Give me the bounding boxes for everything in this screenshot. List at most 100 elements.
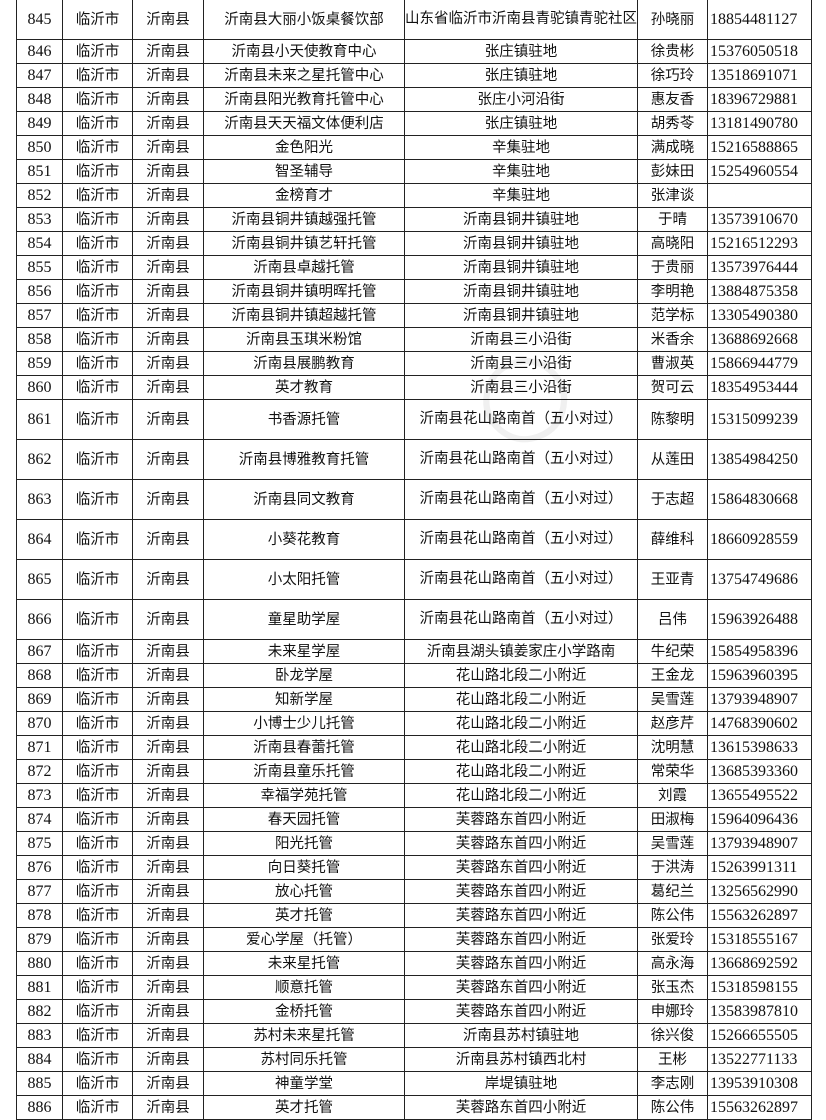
org-name-cell: 沂南县展鹏教育	[203, 351, 405, 376]
county-cell: 沂南县	[132, 183, 204, 208]
city-cell: 临沂市	[62, 63, 133, 88]
org-name-cell: 沂南县天天福文体便利店	[203, 111, 405, 136]
table-row: 874 临沂市 沂南县 春天园托管 芙蓉路东首四小附近 田淑梅 15964096436	[16, 807, 812, 832]
table-row: 853 临沂市 沂南县 沂南县铜井镇越强托管 沂南县铜井镇驻地 于晴 13573910670	[16, 207, 812, 232]
phone-cell: 13522771133	[707, 1047, 812, 1072]
address-cell: 花山路北段二小附近	[404, 711, 638, 736]
contact-cell: 常荣华	[637, 759, 708, 784]
table-row: 884 临沂市 沂南县 苏村同乐托管 沂南县苏村镇西北村 王彬 13522771133	[16, 1047, 812, 1072]
city-cell: 临沂市	[62, 687, 133, 712]
table-row: 850 临沂市 沂南县 金色阳光 辛集驻地 满成晓 15216588865	[16, 135, 812, 160]
org-name-cell: 沂南县阳光教育托管中心	[203, 87, 405, 112]
org-name-cell: 未来星学屋	[203, 639, 405, 664]
address-cell: 沂南县花山路南首（五小对过）	[404, 599, 638, 640]
table-row: 856 临沂市 沂南县 沂南县铜井镇明晖托管 沂南县铜井镇驻地 李明艳 1388487535…	[16, 279, 812, 304]
table-row: 869 临沂市 沂南县 知新学屋 花山路北段二小附近 吴雪莲 13793948907	[16, 687, 812, 712]
phone-cell: 13685393360	[707, 759, 812, 784]
table-row: 858 临沂市 沂南县 沂南县玉琪米粉馆 沂南县三小沿街 米香余 13688692668	[16, 327, 812, 352]
phone-cell: 15318555167	[707, 927, 812, 952]
org-name-cell: 放心托管	[203, 879, 405, 904]
phone-cell: 15563262897	[707, 903, 812, 928]
org-name-cell: 小博士少儿托管	[203, 711, 405, 736]
row-number: 881	[16, 975, 63, 1000]
row-number: 884	[16, 1047, 63, 1072]
city-cell: 临沂市	[62, 231, 133, 256]
phone-cell: 13688692668	[707, 327, 812, 352]
city-cell: 临沂市	[62, 159, 133, 184]
address-cell: 张庄镇驻地	[404, 111, 638, 136]
table-row: 862 临沂市 沂南县 沂南县博雅教育托管 沂南县花山路南首（五小对过） 从莲田 13854…	[16, 439, 812, 480]
address-cell: 张庄小河沿街	[404, 87, 638, 112]
address-cell: 沂南县苏村镇西北村	[404, 1047, 638, 1072]
city-cell: 临沂市	[62, 327, 133, 352]
county-cell: 沂南县	[132, 231, 204, 256]
county-cell: 沂南县	[132, 0, 204, 40]
table-row: 859 临沂市 沂南县 沂南县展鹏教育 沂南县三小沿街 曹淑英 15866944779	[16, 351, 812, 376]
table-row: 876 临沂市 沂南县 向日葵托管 芙蓉路东首四小附近 于洪涛 15263991311	[16, 855, 812, 880]
city-cell: 临沂市	[62, 663, 133, 688]
phone-cell: 15866944779	[707, 351, 812, 376]
contact-cell: 孙晓丽	[637, 0, 708, 40]
row-number: 847	[16, 63, 63, 88]
county-cell: 沂南县	[132, 479, 204, 520]
org-name-cell: 沂南县玉琪米粉馆	[203, 327, 405, 352]
contact-cell: 薛维科	[637, 519, 708, 560]
row-number: 876	[16, 855, 63, 880]
address-cell: 岸堤镇驻地	[404, 1071, 638, 1096]
row-number: 864	[16, 519, 63, 560]
address-cell: 沂南县铜井镇驻地	[404, 231, 638, 256]
org-name-cell: 沂南县同文教育	[203, 479, 405, 520]
county-cell: 沂南县	[132, 903, 204, 928]
org-name-cell: 沂南县未来之星托管中心	[203, 63, 405, 88]
phone-cell: 15216588865	[707, 135, 812, 160]
contact-cell: 张津谈	[637, 183, 708, 208]
address-cell: 沂南县铜井镇驻地	[404, 279, 638, 304]
row-number: 848	[16, 87, 63, 112]
county-cell: 沂南县	[132, 39, 204, 64]
row-number: 850	[16, 135, 63, 160]
city-cell: 临沂市	[62, 111, 133, 136]
org-name-cell: 沂南县春蕾托管	[203, 735, 405, 760]
city-cell: 临沂市	[62, 39, 133, 64]
county-cell: 沂南县	[132, 519, 204, 560]
address-cell: 沂南县铜井镇驻地	[404, 303, 638, 328]
city-cell: 临沂市	[62, 87, 133, 112]
org-name-cell: 沂南县卓越托管	[203, 255, 405, 280]
county-cell: 沂南县	[132, 1023, 204, 1048]
county-cell: 沂南县	[132, 663, 204, 688]
contact-cell: 张玉杰	[637, 975, 708, 1000]
phone-cell: 13615398633	[707, 735, 812, 760]
phone-cell: 13668692592	[707, 951, 812, 976]
phone-cell: 15318598155	[707, 975, 812, 1000]
org-name-cell: 沂南县童乐托管	[203, 759, 405, 784]
address-cell: 沂南县花山路南首（五小对过）	[404, 479, 638, 520]
row-number: 879	[16, 927, 63, 952]
county-cell: 沂南县	[132, 207, 204, 232]
phone-cell: 15563262897	[707, 1095, 812, 1120]
row-number: 852	[16, 183, 63, 208]
contact-cell: 陈公伟	[637, 1095, 708, 1120]
phone-cell: 13793948907	[707, 687, 812, 712]
county-cell: 沂南县	[132, 879, 204, 904]
org-name-cell: 神童学堂	[203, 1071, 405, 1096]
phone-cell: 15864830668	[707, 479, 812, 520]
county-cell: 沂南县	[132, 599, 204, 640]
address-cell: 花山路北段二小附近	[404, 783, 638, 808]
county-cell: 沂南县	[132, 63, 204, 88]
phone-cell: 13256562990	[707, 879, 812, 904]
contact-cell: 刘霞	[637, 783, 708, 808]
address-cell: 沂南县三小沿街	[404, 351, 638, 376]
data-table: 845 临沂市 沂南县 沂南县大丽小饭桌餐饮部 山东省临沂市沂南县青驼镇青驼社区 孙晓丽 1…	[16, 0, 812, 1120]
org-name-cell: 沂南县铜井镇超越托管	[203, 303, 405, 328]
contact-cell: 申娜玲	[637, 999, 708, 1024]
org-name-cell: 小太阳托管	[203, 559, 405, 600]
row-number: 868	[16, 663, 63, 688]
city-cell: 临沂市	[62, 399, 133, 440]
org-name-cell: 知新学屋	[203, 687, 405, 712]
phone-cell: 13793948907	[707, 831, 812, 856]
city-cell: 临沂市	[62, 207, 133, 232]
address-cell: 沂南县苏村镇驻地	[404, 1023, 638, 1048]
city-cell: 临沂市	[62, 831, 133, 856]
phone-cell: 15964096436	[707, 807, 812, 832]
city-cell: 临沂市	[62, 735, 133, 760]
